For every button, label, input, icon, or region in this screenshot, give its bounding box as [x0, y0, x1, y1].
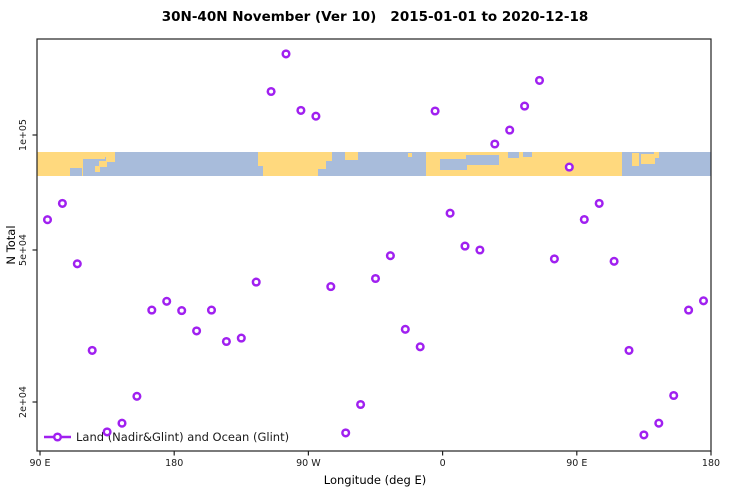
- data-point: [520, 101, 530, 111]
- map-strip-land: [408, 153, 412, 157]
- data-point: [87, 345, 97, 355]
- map-strip-land: [99, 161, 107, 167]
- data-point: [192, 326, 202, 336]
- data-point: [370, 273, 381, 284]
- data-point: [266, 86, 276, 97]
- data-point: [206, 305, 217, 315]
- legend-marker-icon: [52, 432, 63, 442]
- x-tick-label: 90 W: [296, 458, 321, 469]
- data-point: [311, 111, 321, 121]
- map-strip-water: [622, 156, 631, 176]
- data-point: [221, 336, 231, 347]
- legend-label: Land (Nadir&Glint) and Ocean (Glint): [76, 430, 289, 444]
- map-strip-land: [258, 152, 326, 176]
- data-point: [594, 198, 604, 208]
- plot-border: [36, 38, 712, 452]
- data-point: [579, 214, 589, 225]
- data-point: [415, 342, 425, 352]
- data-point: [385, 251, 395, 261]
- y-tick-label: 5e+04: [18, 234, 29, 266]
- data-point: [400, 324, 410, 334]
- data-point: [326, 282, 336, 292]
- x-tick-label: 90 E: [29, 458, 50, 469]
- map-strip-land: [632, 153, 639, 166]
- data-point: [445, 208, 455, 218]
- data-point: [296, 105, 306, 115]
- data-point: [341, 428, 351, 438]
- data-point: [639, 430, 649, 440]
- data-point: [475, 245, 485, 255]
- map-strip-land: [654, 152, 659, 158]
- map-strip-land: [93, 166, 100, 172]
- data-point: [177, 306, 187, 316]
- data-point: [117, 418, 127, 428]
- data-point: [72, 259, 82, 269]
- map-strip-water: [508, 152, 519, 158]
- data-point: [609, 256, 619, 266]
- data-point: [549, 254, 559, 264]
- map-strip-water: [83, 159, 95, 176]
- data-point: [490, 139, 500, 149]
- map-strip-water: [258, 166, 263, 176]
- data-point: [654, 418, 664, 428]
- map-strip-land: [345, 152, 358, 160]
- data-point: [624, 345, 634, 355]
- data-point: [564, 162, 574, 172]
- data-point: [534, 75, 545, 85]
- x-axis-title: Longitude (deg E): [323, 473, 427, 487]
- map-strip-water: [318, 169, 326, 176]
- data-point: [430, 106, 440, 116]
- data-point: [698, 296, 709, 306]
- x-tick-label: 180: [702, 458, 720, 469]
- data-point: [57, 198, 67, 208]
- data-point: [684, 305, 694, 315]
- data-point: [281, 49, 291, 59]
- data-point: [251, 277, 261, 287]
- data-point: [505, 125, 515, 135]
- map-strip-land: [106, 156, 115, 162]
- x-tick-label: 90 E: [566, 458, 587, 469]
- x-tick-label: 180: [165, 458, 183, 469]
- y-tick-label: 2e+04: [18, 386, 29, 418]
- map-strip-land: [641, 154, 655, 164]
- x-tick-label: 0: [440, 458, 446, 469]
- map-strip-water: [466, 155, 499, 165]
- data-point: [132, 391, 142, 401]
- data-point: [356, 399, 366, 410]
- chart-title: 30N-40N November (Ver 10) 2015-01-01 to …: [161, 9, 589, 25]
- map-strip-land: [105, 152, 115, 157]
- data-point: [162, 296, 172, 306]
- data-point: [42, 215, 53, 225]
- data-point: [102, 427, 112, 437]
- y-tick-label: 1e+05: [18, 119, 29, 151]
- data-point: [147, 305, 157, 315]
- data-point: [669, 390, 679, 401]
- map-strip-water: [523, 152, 532, 157]
- map-strip-land: [83, 152, 105, 159]
- data-point: [236, 333, 246, 343]
- data-point: [460, 241, 470, 251]
- map-strip-land: [326, 152, 332, 161]
- map-strip-water: [440, 159, 467, 170]
- map-strip-water: [70, 168, 82, 176]
